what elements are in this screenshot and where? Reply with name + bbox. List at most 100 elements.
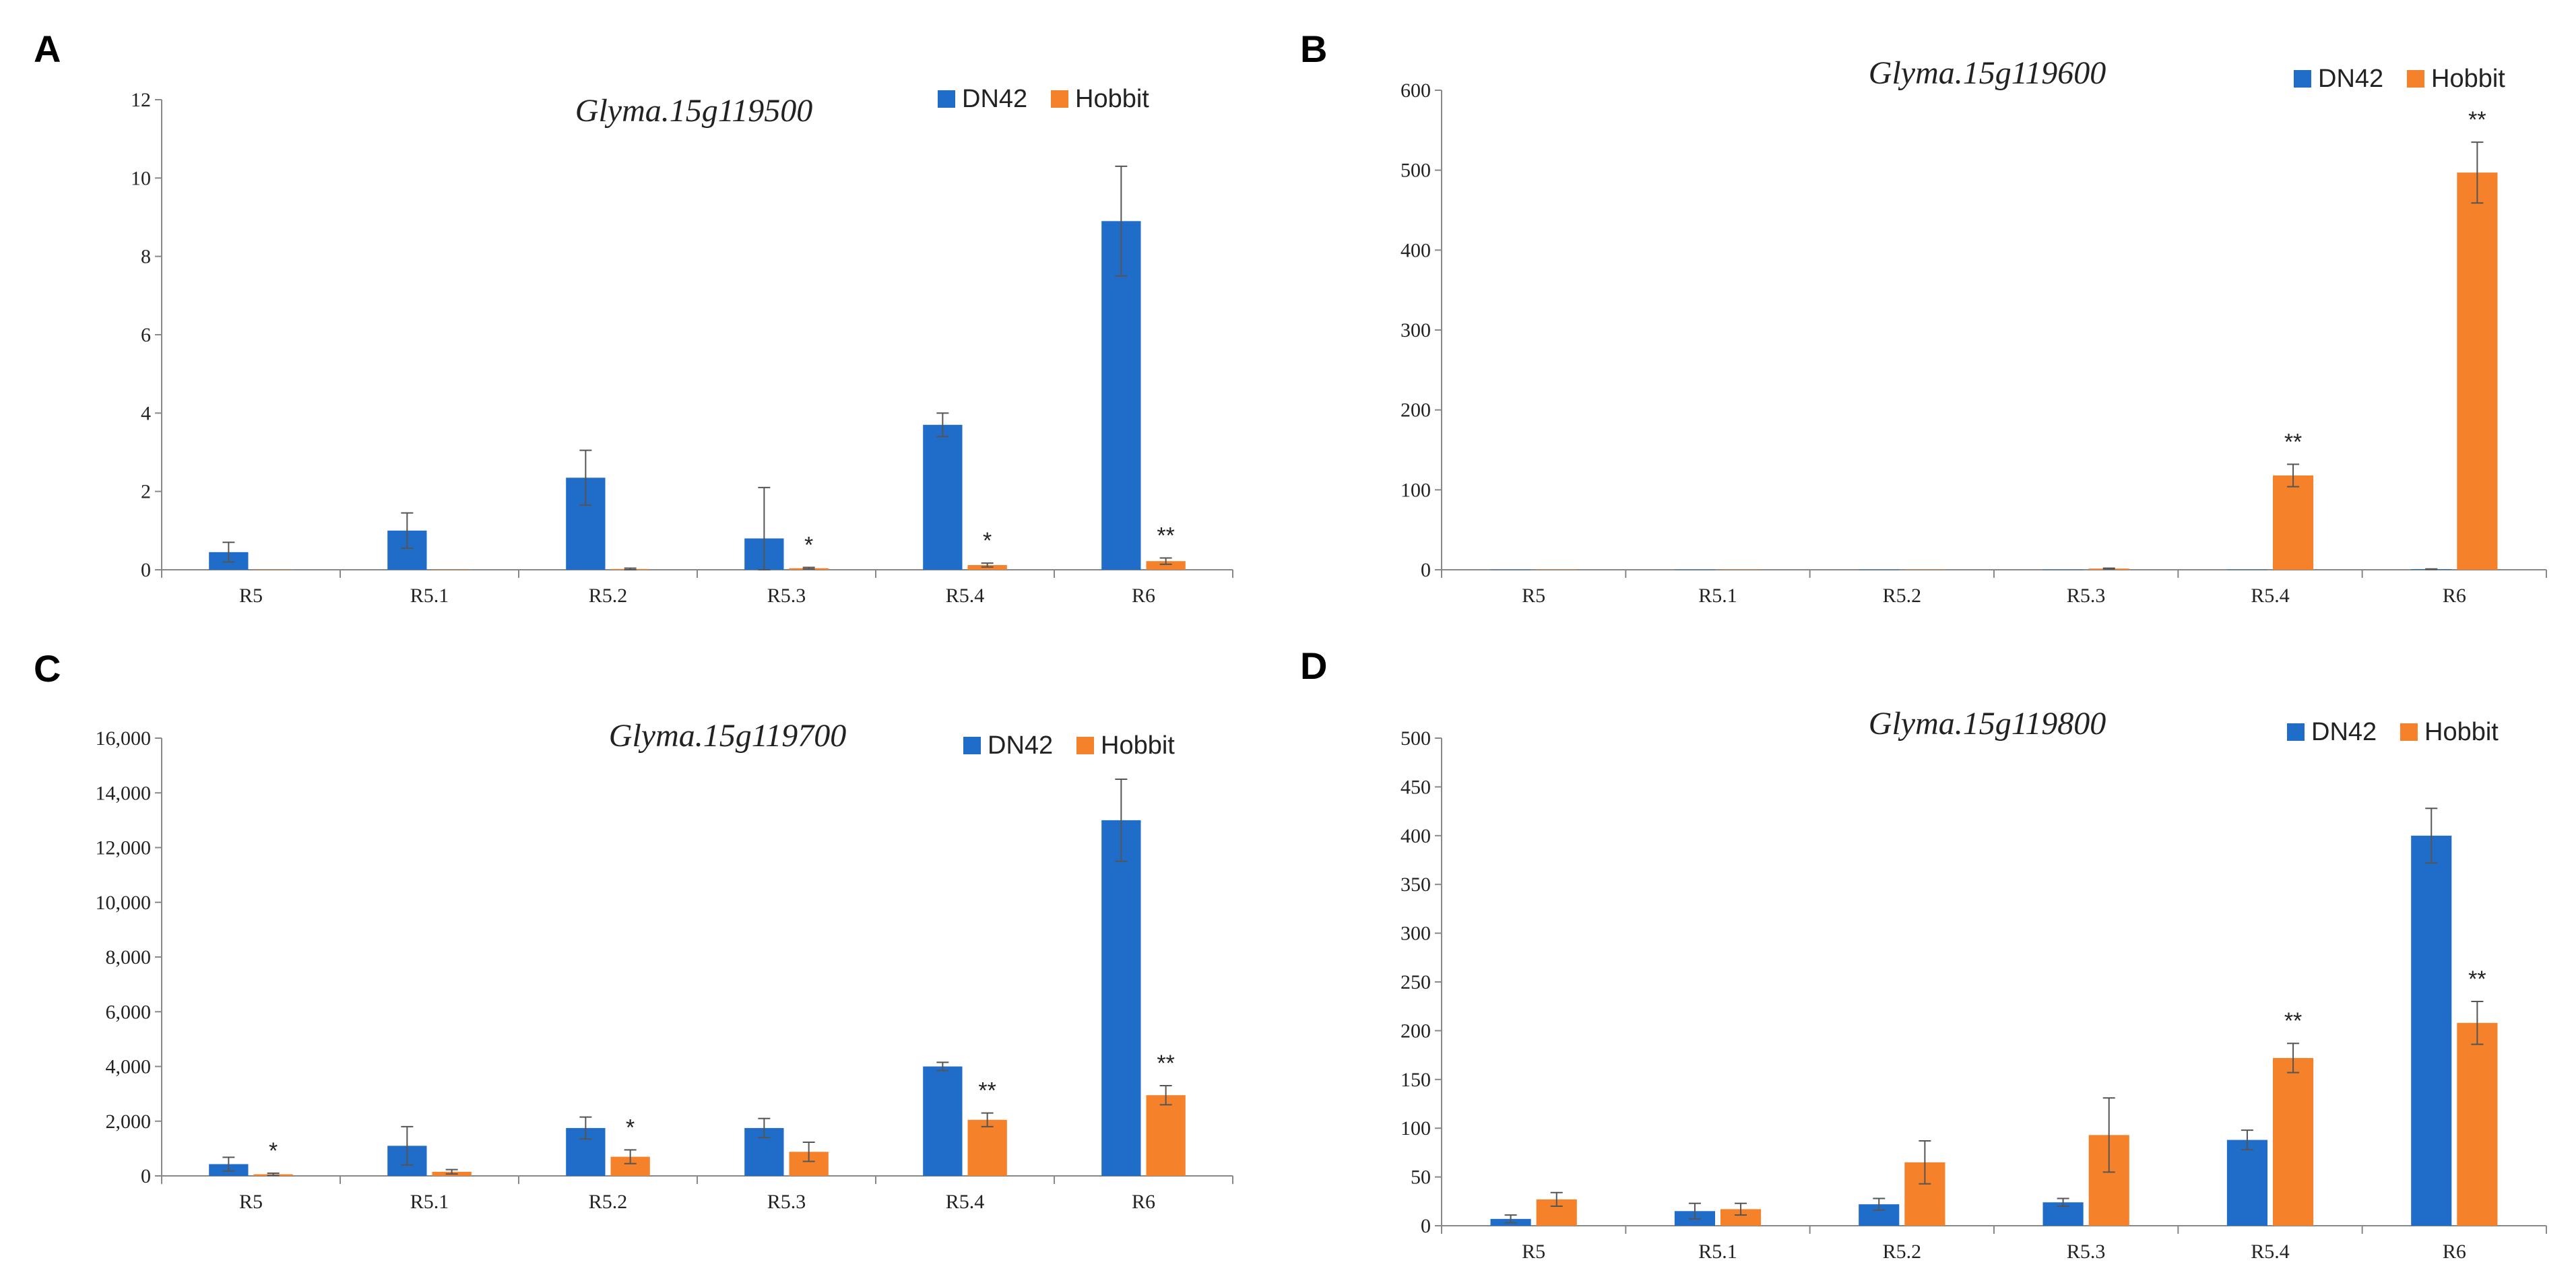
chart-panel-a: A Glyma.15g119500 0 2 4 6 8 10 12 R5 R5.1 R5.2 R5.3 *… [34, 28, 1233, 607]
chart-panel-d: D Glyma.15g119800 0 50 100 150 200 250 300 350 400… [1300, 645, 2547, 1263]
y-tick-label: 100 [1400, 479, 1431, 501]
legend-swatch-dn42 [963, 737, 981, 754]
bar-hobbit-r5-2 [1904, 569, 1945, 570]
x-tick-label: R5 [1522, 1241, 1545, 1263]
legend-label-hobbit: Hobbit [2431, 65, 2505, 93]
chart-title: Glyma.15g119500 [575, 93, 812, 129]
y-tick-label: 0 [141, 559, 151, 581]
y-tick-label: 4 [141, 402, 151, 424]
bar-dn42-r6 [1101, 221, 1141, 570]
x-tick-label: R5.1 [1698, 1241, 1737, 1263]
legend-label-dn42: DN42 [962, 85, 1027, 113]
y-tick-label: 400 [1400, 825, 1431, 847]
x-tick-label: R5.2 [1883, 1241, 1922, 1263]
legend: DN42 Hobbit [938, 85, 1149, 113]
bar-dn42-r5-4 [923, 1066, 963, 1176]
x-tick-label: R5.1 [410, 585, 449, 607]
legend-label-hobbit: Hobbit [1075, 85, 1149, 113]
bar-hobbit-r6 [2457, 1022, 2498, 1226]
chart-title: Glyma.15g119600 [1869, 55, 2106, 91]
bar-hobbit-r6 [2457, 172, 2498, 570]
y-tick-label: 500 [1400, 727, 1431, 750]
x-tick-label: R5.3 [767, 585, 806, 607]
legend-swatch-dn42 [938, 90, 955, 108]
panel-label: C [34, 647, 61, 690]
bar-dn42-r5-4 [2226, 1140, 2267, 1226]
y-tick-label: 50 [1411, 1166, 1431, 1189]
x-tick-label: R6 [2443, 1241, 2466, 1263]
x-tick-label: R5 [1522, 585, 1545, 607]
y-tick-label: 600 [1400, 79, 1431, 102]
x-tick-label: R6 [2443, 585, 2466, 607]
panel-label: A [34, 28, 61, 70]
significance-marker: ** [1157, 1051, 1174, 1076]
y-tick-label: 10,000 [96, 892, 152, 914]
legend-label-dn42: DN42 [2318, 65, 2383, 93]
significance-marker: ** [2468, 107, 2486, 133]
legend-label-dn42: DN42 [988, 731, 1053, 760]
y-tick-label: 250 [1400, 971, 1431, 993]
x-tick-label: R5.4 [946, 585, 985, 607]
y-tick-label: 10 [131, 167, 151, 189]
significance-marker: ** [2284, 429, 2302, 455]
y-tick-label: 16,000 [96, 727, 152, 750]
x-tick-label: R5.3 [2067, 585, 2106, 607]
y-tick-label: 150 [1400, 1069, 1431, 1091]
x-tick-label: R5.1 [1698, 585, 1737, 607]
x-tick-label: R5.3 [2067, 1241, 2106, 1263]
legend-swatch-dn42 [2287, 723, 2305, 741]
legend-label-hobbit: Hobbit [1101, 731, 1175, 760]
bar-dn42-r6 [2411, 835, 2452, 1226]
significance-marker: ** [2284, 1008, 2302, 1034]
x-tick-label: R5.3 [767, 1191, 806, 1213]
x-tick-label: R5.4 [2251, 1241, 2290, 1263]
y-tick-label: 500 [1400, 160, 1431, 182]
x-tick-label: R5 [239, 585, 263, 607]
bar-hobbit-r5-4 [2273, 1057, 2314, 1226]
bar-hobbit-r5 [1536, 569, 1577, 570]
legend: DN42 Hobbit [2287, 718, 2499, 746]
y-tick-label: 6,000 [106, 1001, 152, 1023]
y-tick-label: 6 [141, 324, 151, 346]
x-tick-label: R5.1 [410, 1191, 449, 1213]
significance-marker: ** [978, 1078, 996, 1104]
y-tick-label: 12 [131, 89, 151, 111]
x-tick-label: R5.2 [589, 1191, 628, 1213]
y-tick-label: 200 [1400, 1020, 1431, 1042]
y-tick-label: 4,000 [106, 1056, 152, 1078]
legend-swatch-hobbit [1051, 90, 1068, 108]
y-tick-label: 350 [1400, 874, 1431, 896]
panel-label: B [1300, 28, 1327, 70]
x-tick-label: R5.2 [1883, 585, 1922, 607]
bar-hobbit-r6 [1146, 561, 1186, 570]
x-tick-label: R5.4 [2251, 585, 2290, 607]
y-tick-label: 300 [1400, 923, 1431, 945]
chart-title: Glyma.15g119700 [609, 718, 846, 754]
x-tick-label: R5.4 [946, 1191, 985, 1213]
y-tick-label: 400 [1400, 239, 1431, 261]
significance-marker: * [983, 528, 992, 554]
significance-marker: ** [1157, 523, 1174, 549]
legend-label-dn42: DN42 [2311, 718, 2377, 746]
y-tick-label: 100 [1400, 1117, 1431, 1140]
chart-panel-b: B Glyma.15g119600 0 100 200 300 400 500 600 R5 R5.… [1300, 28, 2547, 607]
significance-marker: * [269, 1138, 278, 1164]
legend: DN42 Hobbit [963, 731, 1175, 760]
y-tick-label: 2 [141, 481, 151, 503]
bar-dn42-r6 [1101, 820, 1141, 1176]
legend: DN42 Hobbit [2294, 65, 2505, 93]
legend-swatch-hobbit [1076, 737, 1094, 754]
y-tick-label: 450 [1400, 776, 1431, 798]
y-tick-label: 8,000 [106, 946, 152, 968]
bar-hobbit-r6 [1146, 1095, 1186, 1176]
y-tick-label: 0 [1421, 559, 1431, 581]
y-tick-label: 0 [141, 1165, 151, 1187]
x-tick-label: R5.2 [589, 585, 628, 607]
bar-dn42-r5-4 [923, 424, 963, 570]
x-tick-label: R5 [239, 1191, 263, 1213]
chart-panel-c: C Glyma.15g119700 0 2,000 4,000 6,000 8,000 10,… [34, 647, 1233, 1213]
y-tick-label: 2,000 [106, 1111, 152, 1133]
significance-marker: * [626, 1115, 635, 1140]
bar-hobbit-r5-4 [2273, 475, 2314, 570]
